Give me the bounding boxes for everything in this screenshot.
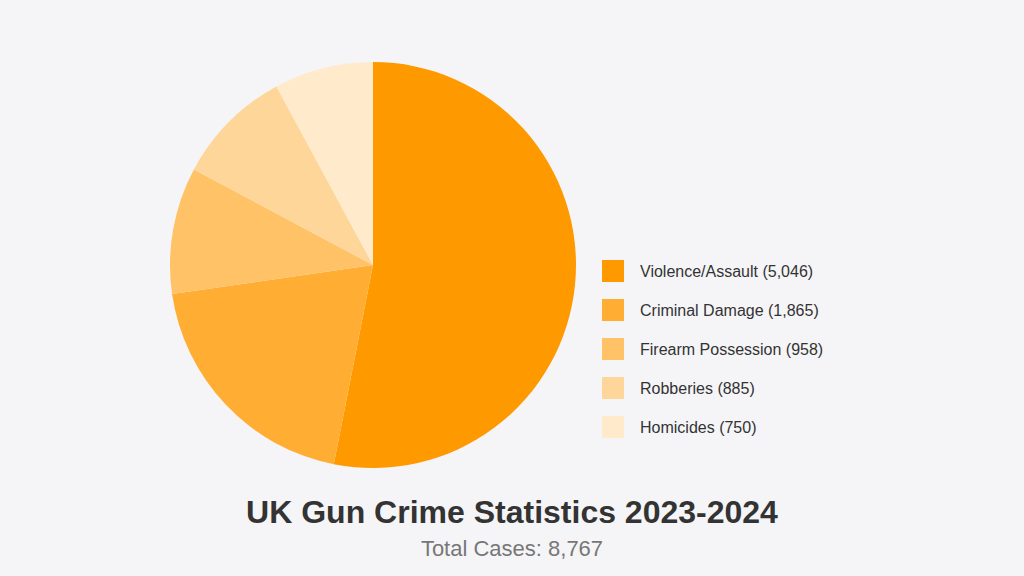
- legend-label: Firearm Possession (958): [640, 341, 823, 358]
- legend-label: Robberies (885): [640, 380, 755, 397]
- chart-container: Violence/Assault (5,046) Criminal Damage …: [0, 0, 1024, 576]
- legend-swatch: [602, 299, 624, 321]
- chart-svg: Violence/Assault (5,046) Criminal Damage …: [0, 0, 1024, 576]
- legend-swatch: [602, 416, 624, 438]
- pie: [170, 62, 576, 468]
- subtitle: Total Cases: 8,767: [421, 536, 603, 561]
- background: [0, 0, 1024, 576]
- legend-swatch: [602, 377, 624, 399]
- legend-label: Violence/Assault (5,046): [640, 263, 813, 280]
- legend: Violence/Assault (5,046) Criminal Damage …: [602, 260, 823, 438]
- legend-swatch: [602, 338, 624, 360]
- legend-label: Criminal Damage (1,865): [640, 302, 819, 319]
- pie-slice: [172, 265, 373, 464]
- pie-slice: [276, 62, 373, 265]
- legend-label: Homicides (750): [640, 419, 756, 436]
- title: UK Gun Crime Statistics 2023-2024: [246, 494, 778, 530]
- legend-swatch: [602, 260, 624, 282]
